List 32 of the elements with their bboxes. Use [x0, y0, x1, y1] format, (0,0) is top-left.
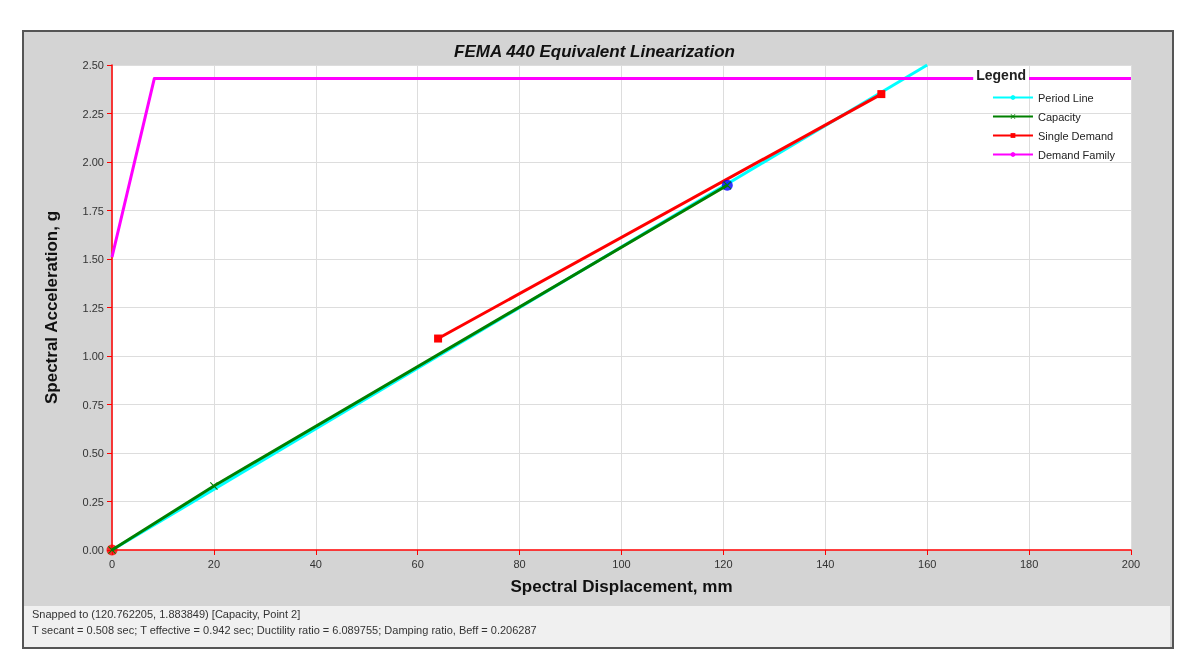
y-tick-label: 1.00	[82, 350, 104, 362]
legend-label: Demand Family	[1037, 148, 1116, 161]
y-tick-label: 2.25	[82, 107, 104, 120]
x-tick-label: 40	[309, 557, 322, 570]
x-axis-title: Spectral Displacement, mm	[510, 577, 733, 596]
y-tick-label: 1.50	[82, 253, 104, 265]
x-tick-label: 160	[918, 557, 937, 570]
y-tick-label: 0.50	[82, 447, 104, 459]
y-axis-title: Spectral Acceleration, g	[42, 210, 61, 405]
legend-label: Capacity	[1037, 110, 1082, 123]
y-tick-label: 0.75	[82, 398, 104, 411]
y-tick-label: 2.50	[82, 59, 104, 71]
chart-title: FEMA 440 Equivalent Linearization	[454, 42, 735, 61]
x-tick-label: 80	[513, 557, 526, 570]
y-tick-label: 2.00	[82, 156, 104, 168]
y-tick-label: 1.75	[82, 204, 104, 217]
y-tick-label: 0.00	[82, 544, 104, 556]
x-tick-label: 120	[714, 557, 733, 570]
x-tick-label: 20	[207, 557, 221, 570]
text: Snapped to (120.762205, 1.883849) [Capacity, Point 2]	[31, 607, 302, 622]
x-tick-label: 60	[411, 557, 424, 570]
x-tick-label: 0	[108, 557, 116, 570]
text: T secant = 0.508 sec; T effective = 0.942 sec; Ductility ratio = 6.089755; Damping ratio, Beff = 0.206287	[31, 623, 538, 638]
legend-label: Single Demand	[1037, 129, 1114, 142]
x-tick-label: 140	[816, 557, 835, 570]
x-tick-label: 100	[612, 557, 631, 570]
x-tick-label: 180	[1019, 557, 1039, 570]
legend-label: Period Line	[1037, 91, 1094, 104]
y-tick-label: 0.25	[82, 495, 104, 508]
legend-title: Legend	[976, 67, 1026, 83]
y-tick-label: 1.25	[82, 301, 104, 314]
x-tick-label: 200	[1121, 557, 1141, 570]
